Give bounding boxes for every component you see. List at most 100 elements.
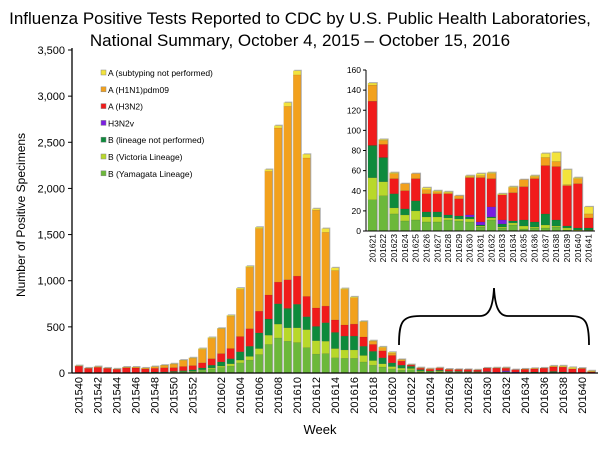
- bar-segment-201610-1: [293, 327, 302, 343]
- bar-segment-201608-2: [274, 303, 283, 325]
- inset-bar-segment-201627-2: [432, 211, 442, 218]
- bar-segment-201605-6: [245, 266, 254, 268]
- x-axis-label: Week: [304, 422, 337, 437]
- inset-bar-segment-201625-2: [411, 200, 421, 212]
- inset-bar-segment-201622-5: [378, 140, 388, 145]
- bar-segment-201614-5: [331, 270, 339, 321]
- legend-label: H3N2v: [108, 118, 135, 128]
- bar-segment-201612-0: [312, 353, 321, 374]
- bar-segment-201620-5: [387, 352, 396, 356]
- bar-segment-201618-0: [368, 364, 377, 374]
- bar-segment-201604-4: [236, 336, 245, 352]
- bar-segment-201601-2: [207, 364, 216, 369]
- bar-segment-201626-4: [444, 369, 453, 372]
- bar-segment-201624-5: [425, 368, 434, 370]
- inset-bar-segment-201626-0: [421, 221, 432, 232]
- bar-segment-201616-0: [349, 358, 358, 374]
- inset-x-tick-label: 201628: [443, 234, 453, 263]
- y-axis-label: Number of Positive Specimens: [14, 133, 28, 297]
- bar-segment-201616-5: [349, 297, 358, 325]
- inset-x-tick-label: 201621: [367, 234, 377, 263]
- inset-bar-segment-201636-2: [529, 221, 540, 228]
- bar-segment-201621-4: [397, 360, 406, 366]
- inset-bar-segment-201623-6: [389, 172, 399, 174]
- bar-segment-201611-5: [302, 157, 311, 297]
- inset-x-tick-label: 201637: [540, 234, 550, 263]
- bar-segment-201616-1: [349, 349, 358, 359]
- bar-segment-201612-2: [312, 326, 321, 341]
- inset-bar-segment-201638-5: [551, 161, 561, 167]
- inset-x-tick-label: 201636: [530, 234, 540, 263]
- bar-segment-201637-4: [549, 366, 558, 372]
- y-tick-label: 1,000: [37, 276, 65, 288]
- inset-y-tick-label: 20: [352, 206, 362, 216]
- inset-bar-segment-201632-3: [486, 206, 496, 218]
- inset-bar-segment-201626-6: [421, 187, 432, 190]
- inset-bar-segment-201640-6: [573, 177, 583, 179]
- bar-segment-201605-1: [245, 356, 254, 361]
- inset-bar-segment-201640-4: [573, 183, 583, 229]
- bar-segment-201604-1: [236, 359, 245, 364]
- x-tick-label: 201640: [577, 377, 589, 414]
- legend-swatch: [100, 120, 107, 126]
- chart-title: Influenza Positive Tests Reported to CDC…: [0, 8, 600, 52]
- inset-x-tick-label: 201640: [573, 234, 583, 263]
- x-tick-label: 201602: [216, 377, 228, 414]
- bar-segment-201615-5: [340, 289, 349, 326]
- inset-bar-segment-201633-2: [497, 223, 507, 228]
- inset-bar-segment-201637-1: [540, 224, 550, 229]
- inset-bar-segment-201629-4: [454, 198, 464, 217]
- inset-bar-segment-201624-1: [400, 214, 410, 222]
- inset-bar-segment-201641-5: [583, 213, 594, 219]
- bar-segment-201612-4: [312, 307, 321, 327]
- bar-segment-201634-4: [520, 369, 529, 373]
- bar-segment-201542-4: [93, 367, 102, 373]
- inset-x-tick-label: 201626: [421, 234, 431, 263]
- bar-segment-201617-2: [359, 346, 368, 356]
- bar-segment-201640-4: [577, 368, 586, 373]
- bar-segment-201614-2: [331, 332, 339, 349]
- inset-bar-segment-201632-6: [486, 172, 496, 174]
- bar-segment-201607-6: [264, 169, 273, 172]
- inset-bar-segment-201621-0: [367, 199, 378, 232]
- inset-bar-segment-201639-1: [562, 227, 572, 231]
- inset-bar-segment-201641-4: [583, 217, 594, 229]
- inset-bar-segment-201640-2: [573, 227, 583, 231]
- inset-bar-segment-201637-5: [540, 157, 550, 166]
- bar-segment-201611-4: [302, 296, 311, 317]
- bar-segment-201607-1: [264, 334, 273, 345]
- inset-bar-segment-201635-5: [519, 179, 529, 187]
- bar-segment-201617-4: [359, 336, 368, 347]
- inset-bar-segment-201635-2: [519, 219, 529, 227]
- bar-segment-201606-2: [255, 332, 264, 349]
- bar-segment-201622-2: [406, 366, 415, 369]
- bar-segment-201610-0: [293, 342, 302, 374]
- inset-bar-segment-201632-5: [486, 173, 496, 179]
- bar-segment-201552-5: [188, 358, 197, 366]
- legend-label: B (Victoria Lineage): [108, 152, 183, 162]
- bar-segment-201616-2: [349, 335, 358, 351]
- inset-bar-segment-201624-4: [400, 190, 410, 210]
- bar-segment-201618-5: [368, 340, 377, 345]
- inset-x-tick-label: 201635: [519, 234, 529, 263]
- bar-segment-201618-4: [368, 344, 377, 352]
- inset-bar-segment-201639-2: [562, 225, 572, 229]
- y-tick-label: 2,500: [37, 137, 65, 149]
- inset-x-tick-label: 201632: [486, 234, 496, 263]
- bar-segment-201613-0: [321, 353, 330, 374]
- bar-segment-201625-4: [435, 368, 444, 371]
- inset-bar-segment-201631-4: [475, 177, 486, 223]
- bar-segment-201616-6: [349, 296, 358, 298]
- inset-bar-segment-201634-0: [508, 224, 518, 232]
- legend-swatch: [100, 136, 107, 143]
- inset-y-tick-label: 140: [347, 85, 361, 95]
- bar-segment-201615-0: [340, 358, 349, 374]
- bar-segment-201613-5: [321, 232, 330, 307]
- inset-x-tick-label: 201639: [562, 234, 572, 263]
- x-tick-label: 201634: [520, 377, 532, 414]
- bar-segment-201632-4: [501, 368, 510, 371]
- bar-segment-201615-2: [340, 335, 349, 351]
- inset-bar-segment-201632-4: [486, 178, 496, 208]
- x-tick-label: 201628: [463, 377, 475, 414]
